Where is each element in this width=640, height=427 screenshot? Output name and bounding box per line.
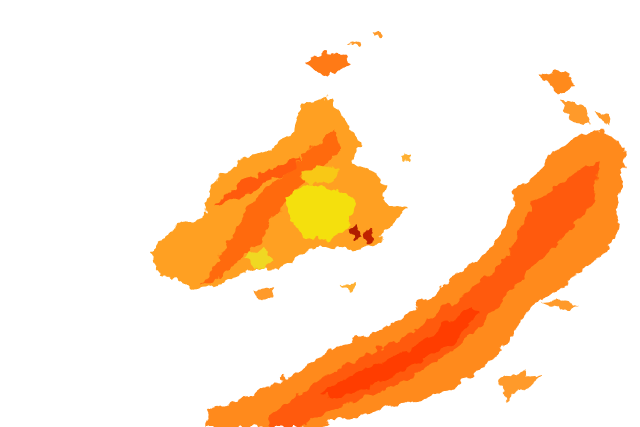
- band-core: [270, 160, 600, 427]
- echo-top: [348, 40, 362, 48]
- storm-cluster: [150, 98, 405, 290]
- cluster-arc: [215, 158, 300, 205]
- band-tail: [500, 372, 540, 400]
- echo-edge: [540, 70, 575, 95]
- echo-edge: [560, 100, 590, 125]
- band-outer: [205, 130, 625, 427]
- scattered-echoes: [305, 32, 610, 125]
- echo-top: [305, 52, 350, 75]
- cluster-yellow: [285, 185, 355, 240]
- cell-orange: [255, 288, 275, 300]
- echo-top: [372, 32, 382, 38]
- echo-edge: [595, 112, 610, 125]
- band-streak: [320, 305, 480, 398]
- cluster-yellow-top: [300, 165, 340, 185]
- cluster-core: [200, 130, 340, 285]
- cell-red: [350, 226, 362, 240]
- band-spur: [540, 300, 580, 310]
- cell-red: [364, 228, 374, 244]
- cell-orange: [340, 283, 355, 292]
- cluster-cells: [245, 154, 410, 300]
- cell-orange: [400, 154, 410, 162]
- cell-yellow: [245, 248, 275, 270]
- rain-band: [205, 130, 625, 427]
